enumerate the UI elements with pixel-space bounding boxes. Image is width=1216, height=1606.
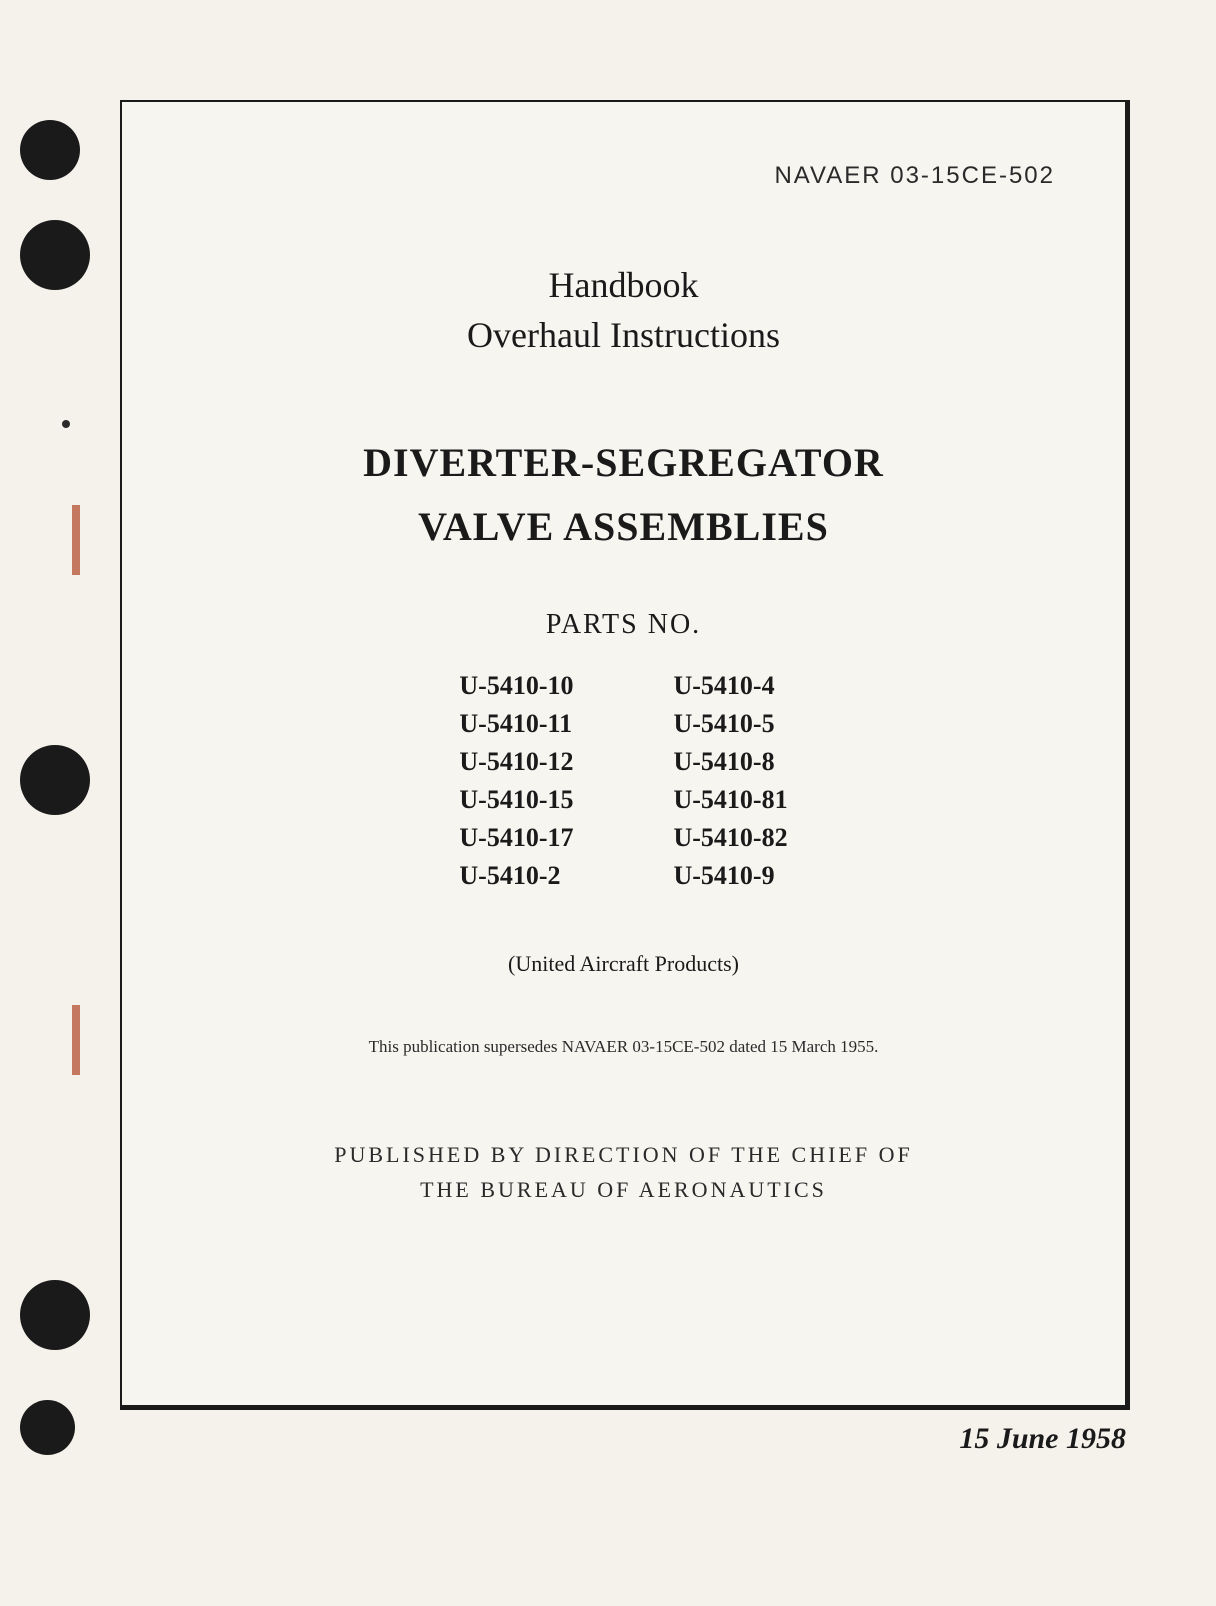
punch-hole — [20, 120, 80, 180]
handbook-title: Handbook Overhaul Instructions — [192, 260, 1055, 361]
document-content: NAVAER 03-15CE-502 Handbook Overhaul Ins… — [122, 102, 1125, 1405]
part-number: U-5410-81 — [674, 785, 788, 815]
main-title: DIVERTER-SEGREGATOR VALVE ASSEMBLIES — [192, 431, 1055, 559]
parts-column-right: U-5410-4 U-5410-5 U-5410-8 U-5410-81 U-5… — [674, 671, 788, 891]
document-number: NAVAER 03-15CE-502 — [192, 162, 1055, 190]
parts-header: PARTS NO. — [192, 609, 1055, 641]
publication-date: 15 June 1958 — [959, 1422, 1126, 1456]
parts-column-left: U-5410-10 U-5410-11 U-5410-12 U-5410-15 … — [459, 671, 573, 891]
punch-hole — [20, 1280, 90, 1350]
part-number: U-5410-5 — [674, 709, 788, 739]
parts-list: U-5410-10 U-5410-11 U-5410-12 U-5410-15 … — [192, 671, 1055, 891]
dot-mark — [62, 420, 70, 428]
part-number: U-5410-17 — [459, 823, 573, 853]
part-number: U-5410-9 — [674, 861, 788, 891]
supersedes-note: This publication supersedes NAVAER 03-15… — [192, 1037, 1055, 1057]
title-line: VALVE ASSEMBLIES — [192, 495, 1055, 559]
punch-hole — [20, 220, 90, 290]
part-number: U-5410-2 — [459, 861, 573, 891]
binding-mark — [72, 1005, 80, 1075]
part-number: U-5410-11 — [459, 709, 573, 739]
part-number: U-5410-8 — [674, 747, 788, 777]
binding-mark — [72, 505, 80, 575]
publisher: PUBLISHED BY DIRECTION OF THE CHIEF OF T… — [192, 1137, 1055, 1207]
document-frame: NAVAER 03-15CE-502 Handbook Overhaul Ins… — [120, 100, 1130, 1410]
publisher-line: THE BUREAU OF AERONAUTICS — [192, 1172, 1055, 1207]
part-number: U-5410-4 — [674, 671, 788, 701]
punch-hole — [20, 745, 90, 815]
handbook-line: Handbook — [192, 260, 1055, 310]
handbook-line: Overhaul Instructions — [192, 310, 1055, 360]
part-number: U-5410-82 — [674, 823, 788, 853]
manufacturer: (United Aircraft Products) — [192, 951, 1055, 977]
part-number: U-5410-10 — [459, 671, 573, 701]
title-line: DIVERTER-SEGREGATOR — [192, 431, 1055, 495]
publisher-line: PUBLISHED BY DIRECTION OF THE CHIEF OF — [192, 1137, 1055, 1172]
part-number: U-5410-12 — [459, 747, 573, 777]
punch-hole — [20, 1400, 75, 1455]
part-number: U-5410-15 — [459, 785, 573, 815]
